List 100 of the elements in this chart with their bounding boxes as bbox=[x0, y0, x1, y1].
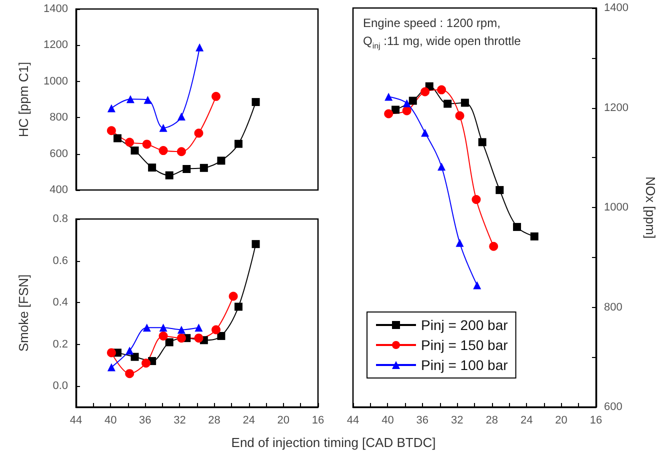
x-tick-label: 40 bbox=[104, 414, 117, 426]
point bbox=[437, 85, 446, 94]
point bbox=[455, 111, 464, 120]
x-tick-label: 24 bbox=[520, 414, 533, 426]
point bbox=[177, 112, 186, 121]
point bbox=[106, 126, 116, 136]
point bbox=[126, 95, 134, 104]
x-tick-label: 44 bbox=[346, 414, 360, 426]
y-tick-label: 400 bbox=[50, 184, 68, 196]
point bbox=[478, 138, 486, 146]
point bbox=[200, 164, 208, 172]
x-tick-label: 36 bbox=[139, 414, 152, 426]
point bbox=[252, 98, 260, 106]
point bbox=[384, 109, 394, 118]
y-tick-label: 0.4 bbox=[52, 296, 68, 309]
point bbox=[158, 146, 168, 156]
point bbox=[106, 348, 116, 358]
point bbox=[421, 128, 430, 137]
x-tick-label: 16 bbox=[312, 414, 324, 426]
point bbox=[194, 128, 204, 138]
x-tick-label: 20 bbox=[277, 414, 290, 426]
point bbox=[392, 106, 400, 114]
point bbox=[444, 100, 452, 108]
point bbox=[496, 186, 504, 194]
point bbox=[130, 352, 139, 361]
point bbox=[472, 195, 481, 204]
x-tick-label: 28 bbox=[486, 414, 498, 426]
point bbox=[513, 222, 522, 231]
point bbox=[107, 363, 116, 372]
point bbox=[228, 292, 238, 301]
legend-label: Pinj = 200 bar bbox=[421, 317, 508, 333]
annotation: Engine speed : 1200 rpm, bbox=[363, 16, 500, 30]
y-axis-title: NOx [ppm] bbox=[643, 176, 658, 239]
x-axis-title: End of injection timing [CAD BTDC] bbox=[231, 435, 436, 450]
legend-label: Pinj = 150 bar bbox=[421, 337, 508, 353]
point bbox=[159, 324, 168, 332]
point bbox=[252, 240, 260, 248]
x-tick-label: 40 bbox=[382, 414, 394, 426]
point bbox=[148, 164, 156, 172]
point bbox=[107, 104, 116, 112]
point bbox=[460, 98, 469, 107]
point bbox=[212, 325, 221, 334]
x-tick-label: 44 bbox=[70, 414, 82, 426]
y-tick-label: 0.8 bbox=[52, 213, 68, 225]
y-tick-label: 1200 bbox=[44, 39, 68, 52]
x-tick-label: 32 bbox=[174, 414, 186, 426]
point bbox=[212, 92, 221, 101]
y-axis-title: HC [ppm C1] bbox=[16, 62, 31, 138]
point bbox=[158, 331, 168, 340]
point bbox=[130, 146, 139, 155]
point bbox=[384, 92, 393, 101]
x-tick-label: 28 bbox=[208, 414, 220, 426]
y-tick-label: 0.0 bbox=[52, 380, 68, 392]
y-tick-label: 1000 bbox=[604, 202, 628, 214]
point bbox=[438, 162, 446, 171]
point bbox=[177, 326, 186, 334]
point bbox=[176, 334, 186, 343]
point bbox=[165, 171, 174, 180]
point bbox=[217, 156, 226, 165]
point bbox=[234, 140, 242, 148]
point bbox=[165, 338, 174, 346]
x-tick-label: 24 bbox=[242, 414, 255, 426]
y-axis-title: Smoke [FSN] bbox=[16, 274, 31, 352]
x-tick-label: 36 bbox=[416, 414, 429, 426]
legend-label: Pinj = 100 bar bbox=[421, 357, 508, 373]
point bbox=[125, 369, 134, 378]
y-tick-label: 1200 bbox=[604, 102, 628, 114]
point bbox=[402, 99, 411, 108]
point bbox=[126, 346, 134, 355]
y-tick-label: 1400 bbox=[44, 3, 68, 15]
point bbox=[142, 324, 151, 332]
point bbox=[142, 358, 151, 368]
point bbox=[194, 324, 203, 332]
point bbox=[489, 242, 498, 251]
point bbox=[194, 334, 204, 343]
point bbox=[456, 238, 464, 247]
point bbox=[196, 43, 204, 52]
y-tick-label: 1000 bbox=[44, 75, 68, 88]
y-tick-label: 800 bbox=[604, 301, 622, 314]
point bbox=[234, 302, 242, 311]
y-tick-label: 0.6 bbox=[52, 254, 68, 267]
y-tick-label: 0.2 bbox=[52, 338, 68, 350]
point bbox=[420, 87, 430, 96]
point bbox=[217, 332, 226, 340]
point bbox=[182, 165, 191, 174]
point bbox=[113, 134, 122, 142]
y-tick-label: 600 bbox=[604, 401, 622, 413]
y-tick-label: 800 bbox=[50, 112, 68, 124]
point bbox=[408, 96, 417, 105]
point bbox=[159, 124, 168, 132]
x-tick-label: 20 bbox=[555, 414, 568, 426]
point bbox=[142, 140, 152, 149]
y-tick-label: 1400 bbox=[604, 2, 628, 14]
y-tick-label: 600 bbox=[50, 148, 68, 160]
point bbox=[125, 138, 134, 147]
point bbox=[473, 281, 482, 290]
x-tick-label: 16 bbox=[590, 414, 602, 426]
point bbox=[144, 96, 152, 104]
point bbox=[176, 147, 186, 156]
x-tick-label: 32 bbox=[451, 414, 464, 426]
